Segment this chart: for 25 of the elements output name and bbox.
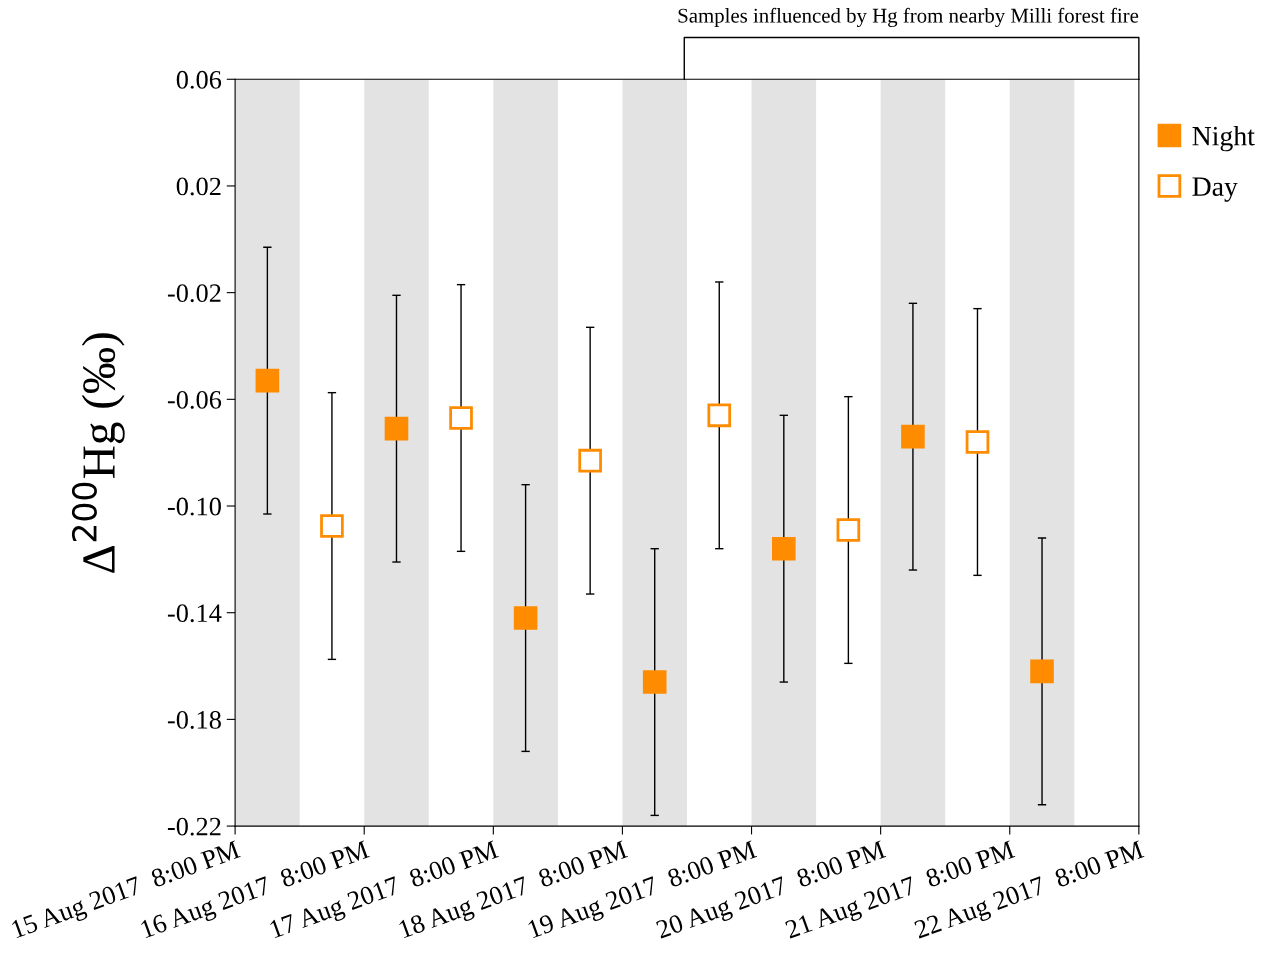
point (449, 406, 473, 430)
y-tick-label: -0.10 (167, 497, 221, 516)
point (1030, 659, 1054, 684)
y-tick-label: -0.06 (167, 390, 222, 409)
point (320, 514, 344, 538)
point (578, 448, 602, 473)
y-tick-label: -0.14 (167, 604, 222, 623)
point (255, 368, 280, 393)
point (642, 670, 667, 694)
text: Samples influenced by Hg from nearby Milli forest fire (678, 7, 1139, 27)
point (965, 430, 990, 454)
y-axis-title: Δ$^{200}$Hg (‰) (71, 333, 125, 573)
point (707, 403, 732, 428)
y-tick-label: -0.02 (167, 284, 221, 303)
legend-label: Day (1192, 177, 1238, 202)
legend-label: Night (1192, 125, 1255, 152)
point (384, 416, 409, 441)
y-tick-label: -0.18 (167, 710, 221, 729)
y-tick-label: 0.06 (176, 70, 222, 89)
point (836, 518, 861, 542)
point (901, 424, 925, 449)
point (513, 606, 538, 630)
y-tick-label: 0.02 (176, 177, 221, 196)
y-tick-label: -0.22 (167, 817, 221, 836)
point (772, 536, 796, 561)
